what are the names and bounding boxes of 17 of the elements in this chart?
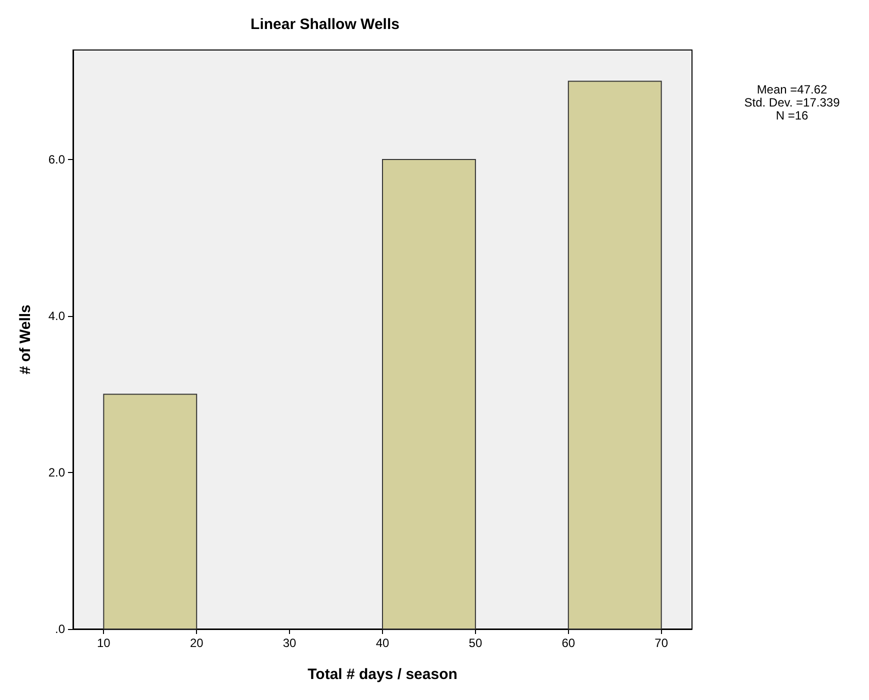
x-tick-label: 70	[654, 636, 668, 650]
x-tick-label: 40	[376, 636, 390, 650]
y-tick-label: 2.0	[48, 466, 66, 480]
x-tick-label: 10	[96, 636, 111, 650]
text: N =16	[776, 108, 808, 122]
y-tick-label: 6.0	[48, 152, 66, 167]
chart-title: Linear Shallow Wells	[250, 16, 400, 33]
x-tick-label: 50	[468, 636, 482, 650]
y-axis-title: # of Wells	[17, 304, 34, 374]
x-tick-label: 60	[562, 636, 576, 650]
text: Mean =47.62	[756, 82, 828, 96]
text: Std. Dev. =17.339	[744, 96, 840, 110]
y-tick-label: 4.0	[48, 309, 66, 324]
x-tick-label: 30	[282, 636, 297, 650]
y-tick-label: .0	[54, 622, 66, 636]
x-axis-title: Total # days / season	[308, 666, 458, 683]
x-tick-label: 20	[190, 636, 204, 650]
